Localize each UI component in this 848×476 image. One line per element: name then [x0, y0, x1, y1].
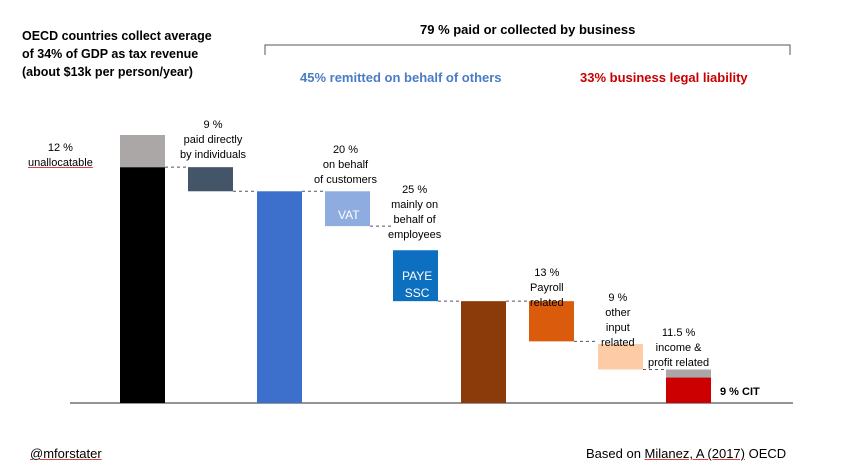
bar-individuals	[188, 167, 233, 192]
title-line: (about $13k per person/year)	[22, 65, 193, 79]
annotation-line: 13 %	[534, 267, 560, 279]
bar-paye	[393, 250, 438, 302]
annotation-line: input	[605, 322, 630, 334]
annotation-line: Payroll	[530, 282, 564, 294]
chart-title: OECD countries collect average of 34% of…	[22, 27, 252, 81]
annotation-payroll: 13 % Payroll related	[530, 266, 564, 311]
annotation-line: 9 %	[203, 119, 223, 131]
annotation-income: 11.5 % income & profit related	[648, 326, 709, 371]
bar-legal-total	[461, 301, 506, 403]
annotation-line: behalf of	[393, 214, 436, 226]
annotation-individuals: 9 % paid directly by individuals	[180, 118, 246, 163]
title-line: of 34% of GDP as tax revenue	[22, 47, 199, 61]
title-line: OECD countries collect average	[22, 29, 212, 43]
bar-total-top	[120, 135, 165, 168]
vat-bar-label: VAT	[338, 208, 360, 222]
business-bracket	[264, 44, 791, 55]
annotation-line: employees	[388, 229, 442, 241]
remitted-label: 45% remitted on behalf of others	[300, 70, 502, 85]
bar-total	[120, 167, 165, 403]
annotation-line: paid directly	[183, 134, 243, 146]
annotation-line: 20 %	[332, 144, 359, 156]
business-bracket-label: 79 % paid or collected by business	[420, 22, 636, 37]
annotation-line: other	[605, 307, 631, 319]
annotation-line: unallocatable	[28, 157, 93, 169]
legal-liability-label: 33% business legal liability	[580, 70, 748, 85]
annotation-customers: 20 % on behalf of customers	[314, 143, 377, 188]
annotation-line: mainly on	[391, 199, 439, 211]
annotation-input: 9 % other input related	[601, 291, 635, 351]
annotation-line: profit related	[648, 357, 710, 369]
paye-bar-label: PAYE SSC	[402, 268, 432, 302]
annotation-line: related	[601, 337, 635, 349]
bar-vat	[325, 191, 370, 227]
paye-label-line: PAYE	[402, 269, 433, 283]
bar-business-total	[257, 191, 302, 403]
source-citation: Based on Milanez, A (2017) OECD	[586, 446, 786, 461]
annotation-line: related	[530, 297, 564, 309]
bar-cit	[666, 377, 711, 403]
annotation-unallocatable: 12 % unallocatable	[28, 141, 93, 171]
source-prefix: Based on	[586, 446, 645, 461]
bar-payroll	[529, 301, 574, 342]
paye-label-line: SSC	[404, 286, 430, 300]
annotation-line: income &	[655, 342, 702, 354]
annotation-line: 9 %	[608, 292, 628, 304]
source-cite: Milanez, A (2017)	[644, 446, 745, 461]
annotation-line: of customers	[314, 174, 377, 186]
author-handle[interactable]: @mforstater	[30, 446, 102, 461]
source-suffix: OECD	[745, 446, 787, 461]
bar-input	[598, 344, 643, 370]
annotation-employees: 25 % mainly on behalf of employees	[388, 183, 441, 243]
annotation-line: by individuals	[180, 149, 247, 161]
annotation-line: 25 %	[402, 184, 428, 196]
annotation-line: 12 %	[47, 142, 73, 154]
annotation-line: 11.5 %	[661, 327, 696, 339]
cit-label: 9 % CIT	[720, 386, 760, 398]
annotation-line: on behalf	[322, 159, 369, 171]
bar-cit-top	[666, 369, 711, 378]
